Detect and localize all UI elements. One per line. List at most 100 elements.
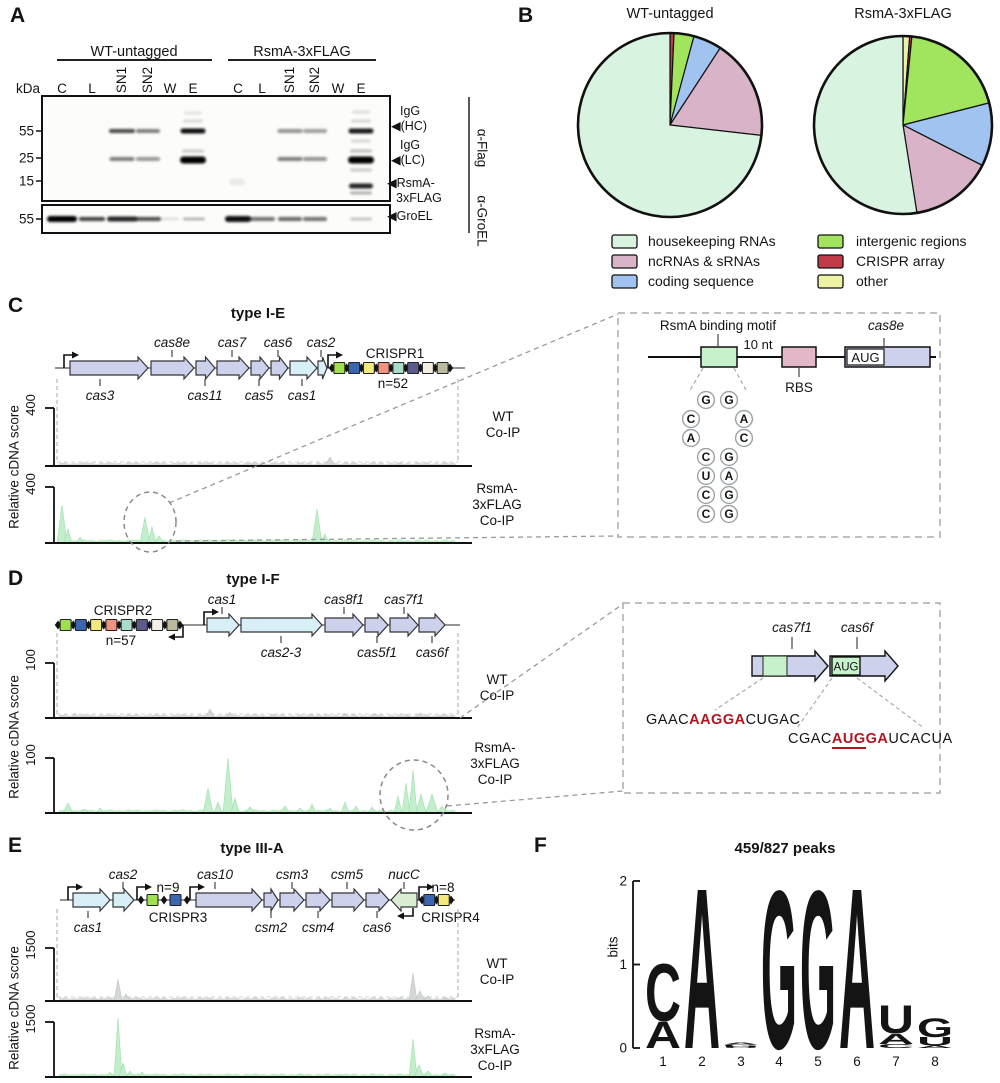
antibody-label-flag: α-Flag bbox=[474, 128, 490, 168]
marker-label: 55 bbox=[19, 124, 34, 139]
panel-label-c: C bbox=[8, 294, 24, 317]
coverage-peak bbox=[118, 1061, 128, 1078]
logo-letter-G: G bbox=[723, 1045, 763, 1047]
panel-label-f: F bbox=[534, 834, 547, 857]
nucleotide-circle bbox=[719, 485, 739, 505]
logo-x-tick: 4 bbox=[775, 1054, 783, 1069]
pie-title-wt: WT-untagged bbox=[626, 6, 714, 22]
blot-band bbox=[136, 157, 160, 161]
blot-band bbox=[277, 157, 303, 161]
blot-band bbox=[183, 217, 205, 221]
crispr-spacer bbox=[423, 893, 436, 907]
coverage-peak bbox=[63, 527, 73, 544]
crispr-spacer bbox=[105, 618, 118, 632]
crispr-repeat bbox=[160, 895, 168, 905]
lane-label: E bbox=[356, 81, 365, 96]
gene-label: cas10 bbox=[197, 867, 234, 882]
track-e-rsma: 1500 bbox=[23, 1005, 472, 1078]
axis-value: 400 bbox=[23, 473, 38, 495]
nucleotide-circle bbox=[696, 466, 716, 486]
nucleotide-circle bbox=[696, 390, 716, 410]
logo-x-tick: 6 bbox=[853, 1054, 861, 1069]
logo-letter-G: G bbox=[917, 1013, 953, 1043]
gene-cas3 bbox=[69, 355, 149, 381]
logo-letter-U: U bbox=[723, 1047, 766, 1049]
crispr-spacer bbox=[59, 618, 72, 632]
gene-cas6f bbox=[418, 612, 446, 638]
gene-label: cas8e bbox=[154, 335, 190, 350]
blot-band bbox=[161, 217, 179, 221]
gene-cas1 bbox=[72, 887, 111, 913]
coverage-peak bbox=[70, 712, 80, 719]
array-label: CRISPR4 bbox=[421, 910, 480, 925]
lane-label: W bbox=[332, 81, 345, 96]
coverage-peak bbox=[320, 533, 330, 544]
crispr-spacer bbox=[348, 361, 361, 375]
n-label: n=8 bbox=[432, 880, 455, 895]
lane-label: L bbox=[258, 81, 266, 96]
highlight-circle bbox=[379, 759, 449, 831]
logo-letter-A: A bbox=[723, 1043, 766, 1046]
logo-letter-U: U bbox=[878, 998, 914, 1042]
blot-band bbox=[180, 156, 206, 164]
crispr-spacer bbox=[146, 893, 159, 907]
group-header-rsma: RsmA-3xFLAG bbox=[253, 44, 351, 60]
rbs-box bbox=[781, 346, 817, 368]
gene-label: cas2 bbox=[109, 867, 138, 882]
coverage-peak bbox=[408, 972, 418, 1002]
logo-letter-G: G bbox=[800, 843, 836, 1083]
nucleotide-letter: C bbox=[702, 450, 711, 464]
blot-band bbox=[136, 129, 160, 133]
crispr-spacer bbox=[377, 361, 390, 375]
nucleotide-circle bbox=[681, 409, 701, 429]
panel-label-b: B bbox=[518, 4, 534, 27]
axis-value: 100 bbox=[23, 649, 38, 671]
coverage-peak bbox=[425, 793, 439, 814]
gene-label: cas3 bbox=[86, 388, 115, 403]
coverage-peak bbox=[414, 990, 426, 1002]
highlight-circle bbox=[123, 491, 177, 553]
promoter-arrow bbox=[136, 886, 145, 900]
band-annotation-igg-hc: IgG ◀(HC) bbox=[391, 104, 427, 133]
blot-band bbox=[225, 216, 251, 222]
track-d-wt: 100 bbox=[23, 633, 472, 719]
gene-cas8e bbox=[150, 355, 195, 381]
legend-swatch bbox=[611, 234, 638, 249]
track-c-wt: 400 bbox=[23, 379, 472, 467]
track-label-e-wt: WT Co-IP bbox=[479, 956, 515, 987]
blot-band bbox=[350, 191, 372, 195]
legend-crispr: CRISPR array bbox=[856, 253, 945, 269]
logo-letter-C: C bbox=[878, 1044, 921, 1050]
array-label: CRISPR2 bbox=[94, 603, 153, 618]
nucleotide-circle bbox=[719, 504, 739, 524]
pie-outline bbox=[576, 31, 764, 219]
gene-cas2 bbox=[112, 887, 135, 913]
crispr-spacer bbox=[74, 618, 87, 632]
blot-membrane bbox=[42, 96, 390, 201]
y-axis-caption-c: Relative cDNA score bbox=[6, 405, 22, 529]
coverage-peak bbox=[153, 535, 165, 544]
coverage-peak bbox=[113, 978, 123, 1002]
rsma-binding-motif-label: RsmA binding motif bbox=[659, 318, 777, 333]
track-c-rsma: 400 bbox=[23, 313, 619, 553]
blot-band bbox=[303, 157, 327, 161]
gene-label: cas11 bbox=[187, 388, 222, 403]
gene-label: cas2-3 bbox=[261, 645, 302, 660]
coverage-peak bbox=[204, 708, 216, 719]
gene-label: cas2 bbox=[307, 335, 336, 350]
lane-label: L bbox=[88, 81, 96, 96]
coverage-peak bbox=[307, 803, 317, 814]
coverage-peak bbox=[311, 508, 323, 544]
coverage-peak bbox=[413, 1064, 425, 1078]
y-axis-caption-d: Relative cDNA score bbox=[6, 675, 22, 799]
coverage-peak bbox=[279, 805, 291, 814]
crispr-spacer bbox=[90, 618, 103, 632]
legend-other: other bbox=[856, 273, 888, 289]
gene-label: csm3 bbox=[276, 867, 309, 882]
spacer-10nt-label: 10 nt bbox=[743, 337, 773, 352]
nucleotide-letter: A bbox=[725, 469, 734, 483]
legend-swatch bbox=[611, 254, 638, 269]
